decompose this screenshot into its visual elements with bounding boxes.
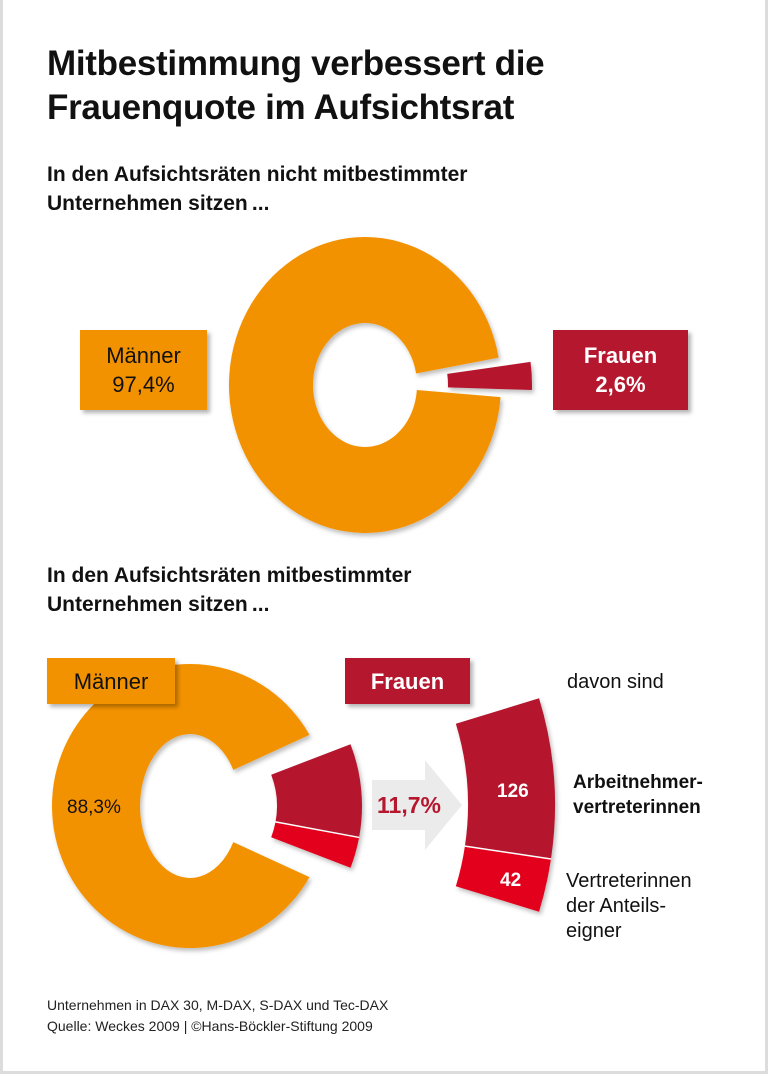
bar-anteilseigner: [455, 846, 551, 912]
chart-title: Mitbestimmung verbessert die Frauenquote…: [47, 42, 545, 130]
slice-arbeitnehmer: [271, 744, 363, 838]
data-label-anteilseigner: 42: [500, 870, 522, 891]
slice-frauen-1: [447, 361, 532, 391]
legend-anteilseigner: Vertreterinnen der Anteils- eigner: [566, 869, 692, 944]
subtitle-2-line-2: Unternehmen sitzen ...: [47, 593, 270, 616]
subtitle-1: In den Aufsichtsräten nicht mitbestimmte…: [47, 160, 467, 218]
subtitle-1-line-1: In den Aufsichtsräten nicht mitbestimmte…: [47, 163, 468, 186]
legend-maenner-1: Männer: [106, 343, 181, 368]
slice-label-maenner-1: Männer 97,4%: [80, 330, 207, 410]
footer: Unternehmen in DAX 30, M-DAX, S-DAX und …: [47, 995, 388, 1037]
subtitle-1-line-2: Unternehmen sitzen ...: [47, 192, 270, 215]
data-label-frauen-2: 11,7%: [377, 792, 441, 818]
title-line-2: Frauenquote im Aufsichtsrat: [47, 88, 515, 127]
slice-maenner-2: [51, 664, 310, 948]
legend-anteilseigner-line-2: der Anteils-: [566, 895, 667, 917]
legend-frauen-1: Frauen: [583, 343, 658, 368]
legend-arbeitnehmer-line-1: Arbeitnehmer-: [573, 772, 703, 793]
legend-arbeitnehmer: Arbeitnehmer- vertreterinnen: [573, 770, 703, 820]
legend-maenner-2: Männer: [73, 668, 149, 694]
bar-divider: [464, 845, 552, 860]
bar-arbeitnehmer: [455, 698, 555, 859]
footer-source: Quelle: Weckes 2009 | ©Hans-Böckler-Stif…: [47, 1018, 373, 1034]
slice-divider: [275, 821, 360, 839]
slice-maenner-1: [229, 237, 501, 534]
legend-arbeitnehmer-line-2: vertreterinnen: [573, 797, 701, 818]
slice-label-frauen-1: Frauen 2,6%: [553, 330, 688, 410]
legend-anteilseigner-line-3: eigner: [566, 920, 622, 942]
data-label-frauen-1: 2,6%: [595, 372, 646, 397]
slice-label-maenner-2: Männer: [47, 658, 175, 704]
title-line-1: Mitbestimmung verbessert die: [47, 44, 545, 83]
subtitle-2-line-1: In den Aufsichtsräten mitbestimmter: [47, 564, 412, 587]
data-label-maenner-1: 97,4%: [112, 372, 175, 397]
slice-label-frauen-2: Frauen: [345, 658, 470, 704]
arrow-shape: [372, 760, 462, 850]
legend-anteilseigner-line-1: Vertreterinnen: [566, 870, 692, 892]
legend-frauen-2: Frauen: [370, 668, 445, 694]
footer-note: Unternehmen in DAX 30, M-DAX, S-DAX und …: [47, 997, 389, 1013]
data-label-maenner-2: 88,3%: [67, 797, 121, 818]
subtitle-2: In den Aufsichtsräten mitbestimmter Unte…: [47, 561, 411, 619]
breakdown-heading: davon sind: [567, 671, 664, 693]
data-label-arbeitnehmer: 126: [497, 781, 529, 802]
